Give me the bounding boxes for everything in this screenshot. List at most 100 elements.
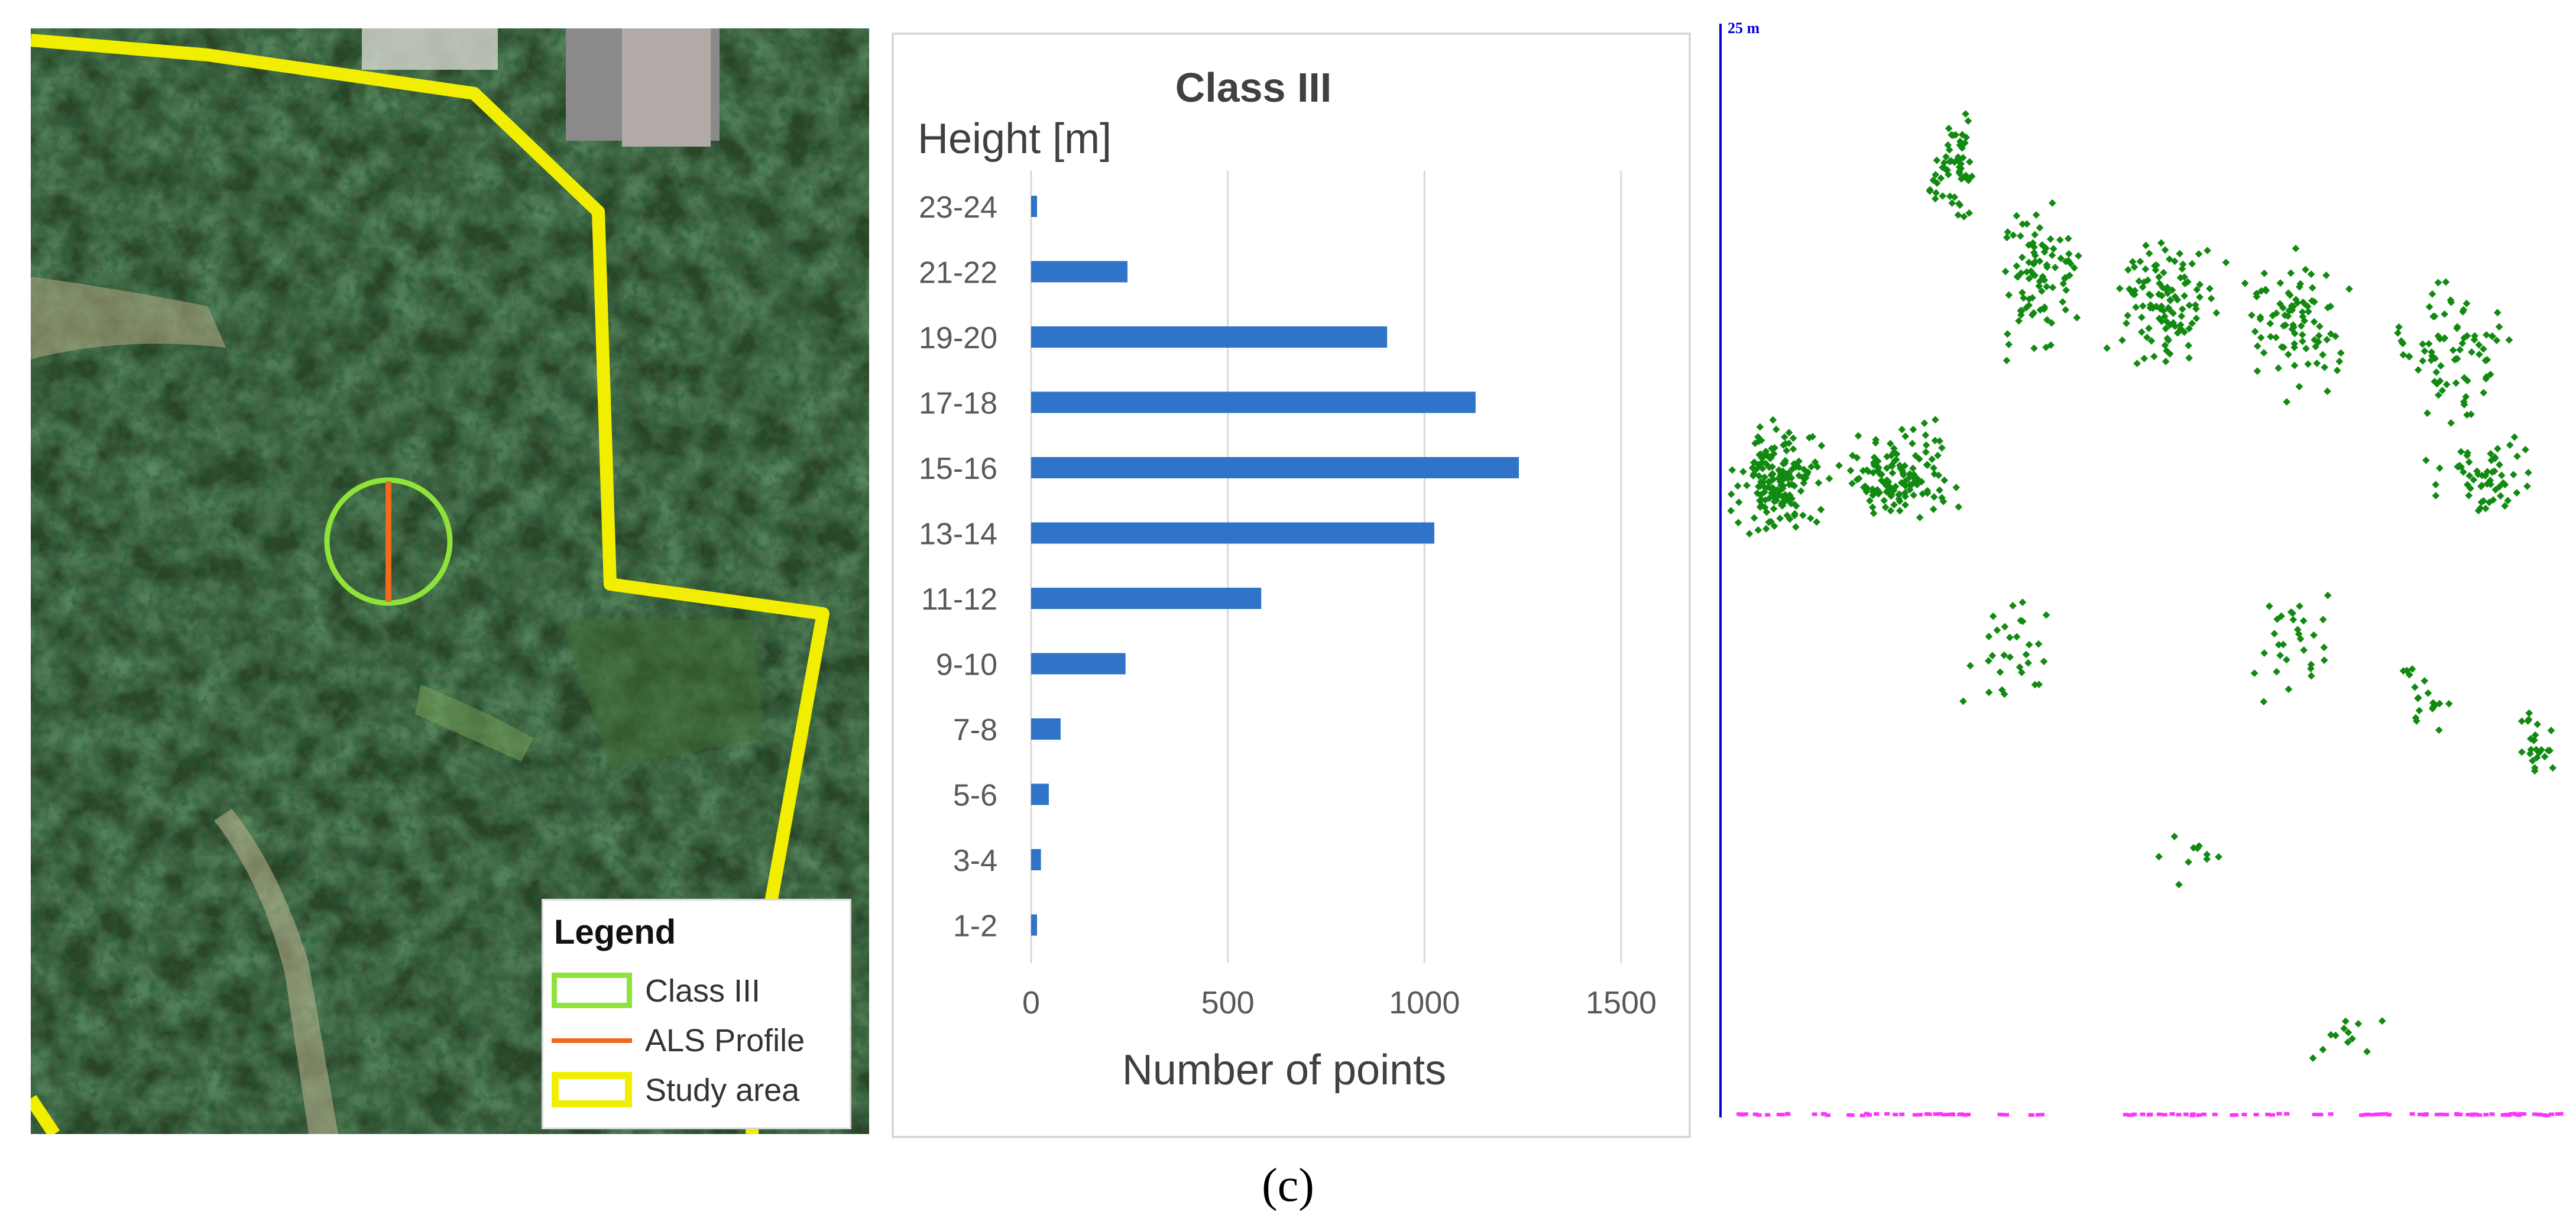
vegetation-point	[2265, 602, 2273, 610]
ground-point	[2365, 1112, 2371, 1116]
vegetation-point	[2042, 611, 2050, 619]
ground-point	[2028, 1113, 2034, 1117]
ground-point	[1742, 1112, 1748, 1116]
als-profile-swatch	[552, 1038, 632, 1043]
vegetation-point	[2549, 764, 2557, 772]
legend-label: Class III	[645, 973, 761, 1009]
vegetation-point	[2436, 464, 2444, 472]
vegetation-point	[2251, 328, 2259, 336]
vegetation-point	[1727, 507, 1735, 515]
vegetation-point	[2290, 361, 2299, 370]
vegetation-point	[1933, 156, 1941, 164]
ground-point	[1893, 1113, 1898, 1117]
vegetation-point	[2324, 387, 2331, 396]
vegetation-point	[2170, 832, 2179, 841]
legend-item-als-profile: ALS Profile	[552, 1019, 847, 1066]
vegetation-point	[2395, 323, 2403, 331]
ground-point	[2284, 1112, 2290, 1116]
vegetation-point	[1936, 437, 1943, 445]
vegetation-point	[2313, 359, 2321, 367]
bar	[1031, 391, 1476, 413]
vegetation-point	[2320, 643, 2328, 652]
vegetation-point	[1791, 500, 1799, 508]
vegetation-point	[2147, 291, 2154, 299]
ground-point	[2503, 1113, 2509, 1117]
vegetation-point	[1966, 662, 1974, 670]
vegetation-point	[2434, 278, 2442, 287]
vegetation-point	[2215, 853, 2222, 861]
vegetation-point	[2135, 277, 2143, 285]
vegetation-point	[2013, 212, 2021, 220]
ground-point	[2318, 1113, 2324, 1116]
class-iii-plot-circle	[324, 477, 453, 606]
ground-point	[1864, 1112, 1869, 1116]
ground-point	[2386, 1113, 2392, 1117]
vegetation-point	[2465, 458, 2473, 466]
vegetation-point	[1814, 479, 1823, 487]
vegetation-point	[1910, 491, 1918, 499]
bar	[1031, 326, 1388, 348]
ground-point	[2369, 1113, 2375, 1117]
bars	[1031, 196, 1519, 936]
vegetation-point	[2488, 468, 2496, 476]
vegetation-point	[2049, 283, 2057, 291]
ground-point	[1776, 1113, 1782, 1116]
vegetation-point	[2331, 332, 2340, 341]
vegetation-point	[2463, 411, 2471, 419]
vegetation-point	[1813, 518, 1820, 526]
ground-point	[2500, 1113, 2506, 1117]
vegetation-point	[1806, 514, 1814, 522]
ground-point	[1779, 1113, 1785, 1117]
ground-point	[1965, 1113, 1971, 1116]
vegetation-point	[2004, 330, 2011, 338]
vegetation-point	[1932, 416, 1939, 424]
ground-point	[1825, 1113, 1830, 1117]
vegetation-point	[2445, 699, 2453, 708]
vegetation-point	[2013, 633, 2021, 641]
category-label: 17-18	[919, 387, 997, 421]
vegetation-point	[2333, 367, 2341, 374]
ground-point	[1846, 1113, 1852, 1117]
ground-point	[2176, 1113, 2182, 1117]
vegetation-point	[2547, 727, 2555, 734]
ground-point	[2039, 1113, 2044, 1117]
vegetation-point	[2296, 635, 2305, 643]
study-area-boundary	[31, 1094, 60, 1134]
vegetation-point	[2323, 336, 2331, 344]
vegetation-point	[1785, 429, 1793, 436]
vegetation-point	[2435, 726, 2443, 734]
vegetation-point	[2283, 656, 2290, 664]
vegetation-point	[2276, 279, 2285, 287]
ground-point	[2465, 1113, 2471, 1117]
ground-point	[2483, 1113, 2489, 1117]
vegetation-point	[2465, 491, 2473, 500]
vegetation-point	[1863, 466, 1871, 474]
ground-point	[1917, 1113, 1923, 1117]
category-label: 7-8	[953, 713, 997, 747]
ground-point	[2156, 1112, 2162, 1116]
vegetation-point	[1799, 511, 1807, 519]
vegetation-point	[1932, 189, 1940, 197]
vegetation-point	[2289, 616, 2298, 624]
vegetation-point	[2001, 623, 2009, 631]
ground-point	[2140, 1112, 2146, 1116]
als-profile-panel: 25 m	[1703, 12, 2572, 1123]
vegetation-point	[2327, 1031, 2335, 1039]
ground-point	[1765, 1113, 1771, 1117]
vegetation-point	[2319, 616, 2327, 624]
vegetation-point	[2332, 1031, 2340, 1039]
path	[214, 809, 338, 1134]
vegetation-point	[2399, 351, 2407, 359]
vegetation-point	[2422, 456, 2430, 464]
vegetation-point	[1817, 506, 1825, 514]
vegetation-point	[2061, 274, 2069, 281]
ground-point	[2473, 1112, 2479, 1116]
vegetation-point	[2204, 247, 2211, 255]
vegetation-point	[2049, 245, 2057, 253]
vegetation-point	[2363, 1048, 2371, 1055]
bar	[1031, 849, 1041, 870]
vegetation-point	[2335, 357, 2344, 365]
vegetation-point	[2018, 253, 2026, 261]
ground-point	[2312, 1113, 2318, 1116]
ground-point	[2545, 1113, 2550, 1117]
